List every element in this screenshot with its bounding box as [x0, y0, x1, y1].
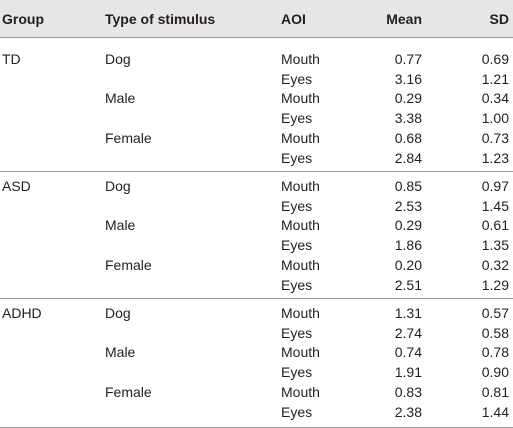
stimulus-cell: Male	[105, 90, 136, 107]
sd-cell: 0.81	[481, 383, 509, 400]
header-sd: SD	[489, 11, 509, 27]
mean-cell: 0.85	[394, 178, 422, 194]
stimulus-cell: Female	[105, 383, 152, 400]
sd-cell: 0.69	[481, 51, 509, 67]
group-label: TD	[2, 51, 21, 67]
sd-cell: 0.57	[481, 305, 509, 321]
group-label: ASD	[2, 178, 31, 194]
mean-cell: 3.16	[394, 70, 422, 87]
mean-cell: 0.29	[394, 217, 422, 234]
aoi-cell: Eyes	[281, 110, 313, 127]
aoi-cell: Eyes	[281, 403, 313, 420]
sd-cell: 1.44	[481, 403, 509, 420]
aoi-cell: Eyes	[281, 197, 313, 214]
group-separator	[0, 171, 513, 172]
mean-cell: 2.84	[394, 149, 422, 166]
header-group: Group	[2, 11, 44, 27]
aoi-cell: Mouth	[281, 90, 320, 107]
mean-cell: 0.29	[394, 90, 422, 107]
sd-cell: 0.32	[481, 256, 509, 273]
header-aoi: AOI	[281, 11, 306, 27]
sd-cell: 1.29	[481, 276, 509, 293]
stimulus-cell: Male	[105, 217, 136, 234]
stimulus-cell: Male	[105, 344, 136, 361]
sd-cell: 0.90	[481, 364, 509, 381]
mean-cell: 0.74	[394, 344, 422, 361]
mean-cell: 0.68	[394, 129, 422, 146]
sd-cell: 1.45	[481, 197, 509, 214]
table-header: Group Type of stimulus AOI Mean SD	[0, 0, 513, 38]
mean-cell: 3.38	[394, 110, 422, 127]
aoi-cell: Mouth	[281, 383, 320, 400]
aoi-cell: Mouth	[281, 256, 320, 273]
mean-cell: 0.20	[394, 256, 422, 273]
aoi-cell: Mouth	[281, 305, 320, 321]
mean-cell: 1.31	[394, 305, 422, 321]
mean-cell: 1.86	[394, 237, 422, 254]
aoi-cell: Eyes	[281, 70, 313, 87]
sd-cell: 0.97	[481, 178, 509, 194]
sd-cell: 1.35	[481, 237, 509, 254]
mean-cell: 0.77	[394, 51, 422, 67]
mean-cell: 1.91	[394, 364, 422, 381]
mean-cell: 0.83	[394, 383, 422, 400]
sd-cell: 0.61	[481, 217, 509, 234]
header-type-of-stimulus: Type of stimulus	[105, 11, 216, 27]
stimulus-cell: Dog	[105, 178, 131, 194]
aoi-cell: Mouth	[281, 344, 320, 361]
aoi-cell: Mouth	[281, 129, 320, 146]
stimulus-cell: Dog	[105, 51, 131, 67]
stimulus-cell: Dog	[105, 305, 131, 321]
aoi-cell: Eyes	[281, 364, 313, 381]
aoi-cell: Mouth	[281, 217, 320, 234]
sd-cell: 0.34	[481, 90, 509, 107]
sd-cell: 1.23	[481, 149, 509, 166]
stimulus-cell: Female	[105, 256, 152, 273]
sd-cell: 0.78	[481, 344, 509, 361]
aoi-cell: Eyes	[281, 276, 313, 293]
group-label: ADHD	[2, 305, 42, 321]
mean-cell: 2.74	[394, 324, 422, 341]
aoi-cell: Eyes	[281, 324, 313, 341]
sd-cell: 0.58	[481, 324, 509, 341]
aoi-cell: Eyes	[281, 149, 313, 166]
aoi-cell: Eyes	[281, 237, 313, 254]
stimulus-cell: Female	[105, 129, 152, 146]
header-mean: Mean	[386, 11, 422, 27]
mean-cell: 2.53	[394, 197, 422, 214]
aoi-cell: Mouth	[281, 178, 320, 194]
mean-cell: 2.38	[394, 403, 422, 420]
group-separator	[0, 298, 513, 299]
mean-cell: 2.51	[394, 276, 422, 293]
sd-cell: 1.21	[481, 70, 509, 87]
sd-cell: 0.73	[481, 129, 509, 146]
aoi-cell: Mouth	[281, 51, 320, 67]
sd-cell: 1.00	[481, 110, 509, 127]
